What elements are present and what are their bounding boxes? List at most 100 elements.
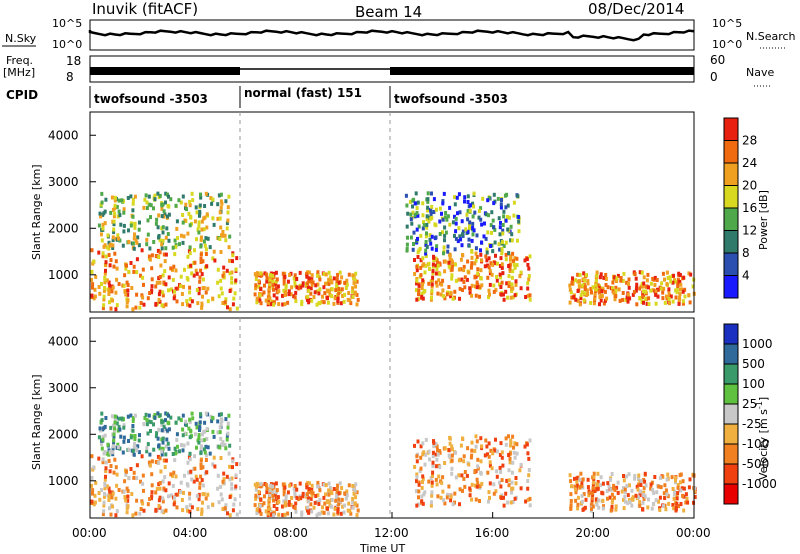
data-cell: [327, 488, 331, 493]
data-cell: [139, 301, 143, 305]
data-cell: [125, 304, 129, 309]
data-cell: [188, 457, 192, 462]
data-cell: [488, 481, 492, 486]
data-cell: [468, 493, 472, 498]
data-cell: [528, 438, 532, 443]
data-cell: [515, 256, 519, 261]
data-cell: [679, 480, 682, 485]
data-cell: [122, 283, 126, 288]
data-cell: [581, 477, 585, 482]
data-cell: [194, 421, 198, 426]
data-cell: [190, 299, 194, 304]
data-cell: [111, 298, 114, 303]
data-cell: [160, 422, 164, 427]
data-cell: [179, 418, 183, 423]
data-cell: [173, 446, 177, 451]
data-cell: [284, 494, 288, 499]
data-cell: [495, 449, 499, 454]
data-cell: [173, 289, 177, 294]
data-cell: [221, 443, 225, 448]
data-cell: [129, 413, 133, 418]
data-cell: [438, 272, 442, 277]
data-cell: [671, 487, 675, 491]
data-cell: [483, 264, 487, 269]
data-cell: [470, 264, 474, 269]
data-cell: [232, 296, 236, 301]
data-cell: [199, 195, 203, 200]
data-cell: [313, 290, 317, 295]
data-cell: [633, 272, 637, 277]
data-cell: [467, 270, 471, 275]
data-cell: [177, 416, 181, 421]
data-cell: [103, 450, 107, 455]
data-cell: [141, 473, 145, 478]
data-cell: [226, 425, 230, 430]
data-cell: [424, 254, 428, 258]
data-cell: [628, 483, 631, 488]
data-cell: [216, 419, 220, 424]
data-cell: [141, 481, 145, 486]
data-cell: [510, 289, 514, 293]
data-cell: [217, 193, 221, 198]
data-cell: [685, 496, 689, 501]
data-cell: [157, 482, 161, 487]
data-cell: [201, 500, 204, 505]
data-cell: [674, 295, 678, 300]
data-cell: [282, 288, 286, 293]
data-cell: [271, 496, 275, 501]
data-cell: [119, 434, 123, 439]
data-cell: [181, 433, 185, 438]
data-cell: [158, 238, 162, 243]
data-cell: [133, 442, 136, 446]
data-cell: [484, 438, 488, 443]
data-cell: [190, 505, 194, 510]
y-tick-label: 4000: [48, 334, 79, 348]
data-cell: [175, 219, 179, 224]
data-cell: [167, 413, 170, 418]
data-cell: [612, 483, 616, 488]
data-cell: [573, 484, 577, 489]
colorbar-tick-label: 16: [742, 201, 757, 215]
colorbar-tick-label: -1000: [742, 477, 777, 491]
data-cell: [526, 451, 530, 456]
data-cell: [354, 482, 358, 487]
data-cell: [444, 230, 448, 235]
data-cell: [98, 497, 102, 502]
data-cell: [174, 244, 178, 249]
data-cell: [148, 452, 152, 457]
data-cell: [420, 294, 424, 299]
data-cell: [431, 464, 435, 468]
data-cell: [422, 492, 426, 497]
data-cell: [620, 489, 624, 494]
data-cell: [642, 493, 646, 497]
data-cell: [127, 269, 131, 274]
data-cell: [234, 267, 238, 272]
data-cell: [448, 205, 452, 210]
data-cell: [226, 431, 230, 436]
data-cell: [226, 511, 229, 516]
data-cell: [267, 291, 271, 296]
colorbar-swatch: [724, 404, 738, 425]
data-cell: [101, 434, 105, 439]
data-cell: [492, 491, 496, 496]
colorbar-tick-label: -25: [742, 417, 762, 431]
data-cell: [416, 439, 420, 444]
data-cell: [198, 481, 202, 486]
data-cell: [219, 192, 223, 197]
data-cell: [667, 297, 671, 301]
data-cell: [480, 444, 484, 449]
data-cell: [426, 197, 430, 202]
data-cell: [133, 232, 136, 237]
data-cell: [309, 286, 313, 291]
data-cell: [355, 490, 359, 495]
data-cell: [427, 449, 431, 454]
data-cell: [227, 451, 231, 456]
data-cell: [641, 500, 645, 505]
data-cell: [293, 494, 297, 499]
data-cell: [322, 495, 326, 500]
data-cell: [203, 420, 207, 425]
data-cell: [525, 442, 529, 447]
data-cell: [194, 474, 198, 479]
data-cell: [586, 485, 590, 490]
data-cell: [127, 447, 131, 452]
